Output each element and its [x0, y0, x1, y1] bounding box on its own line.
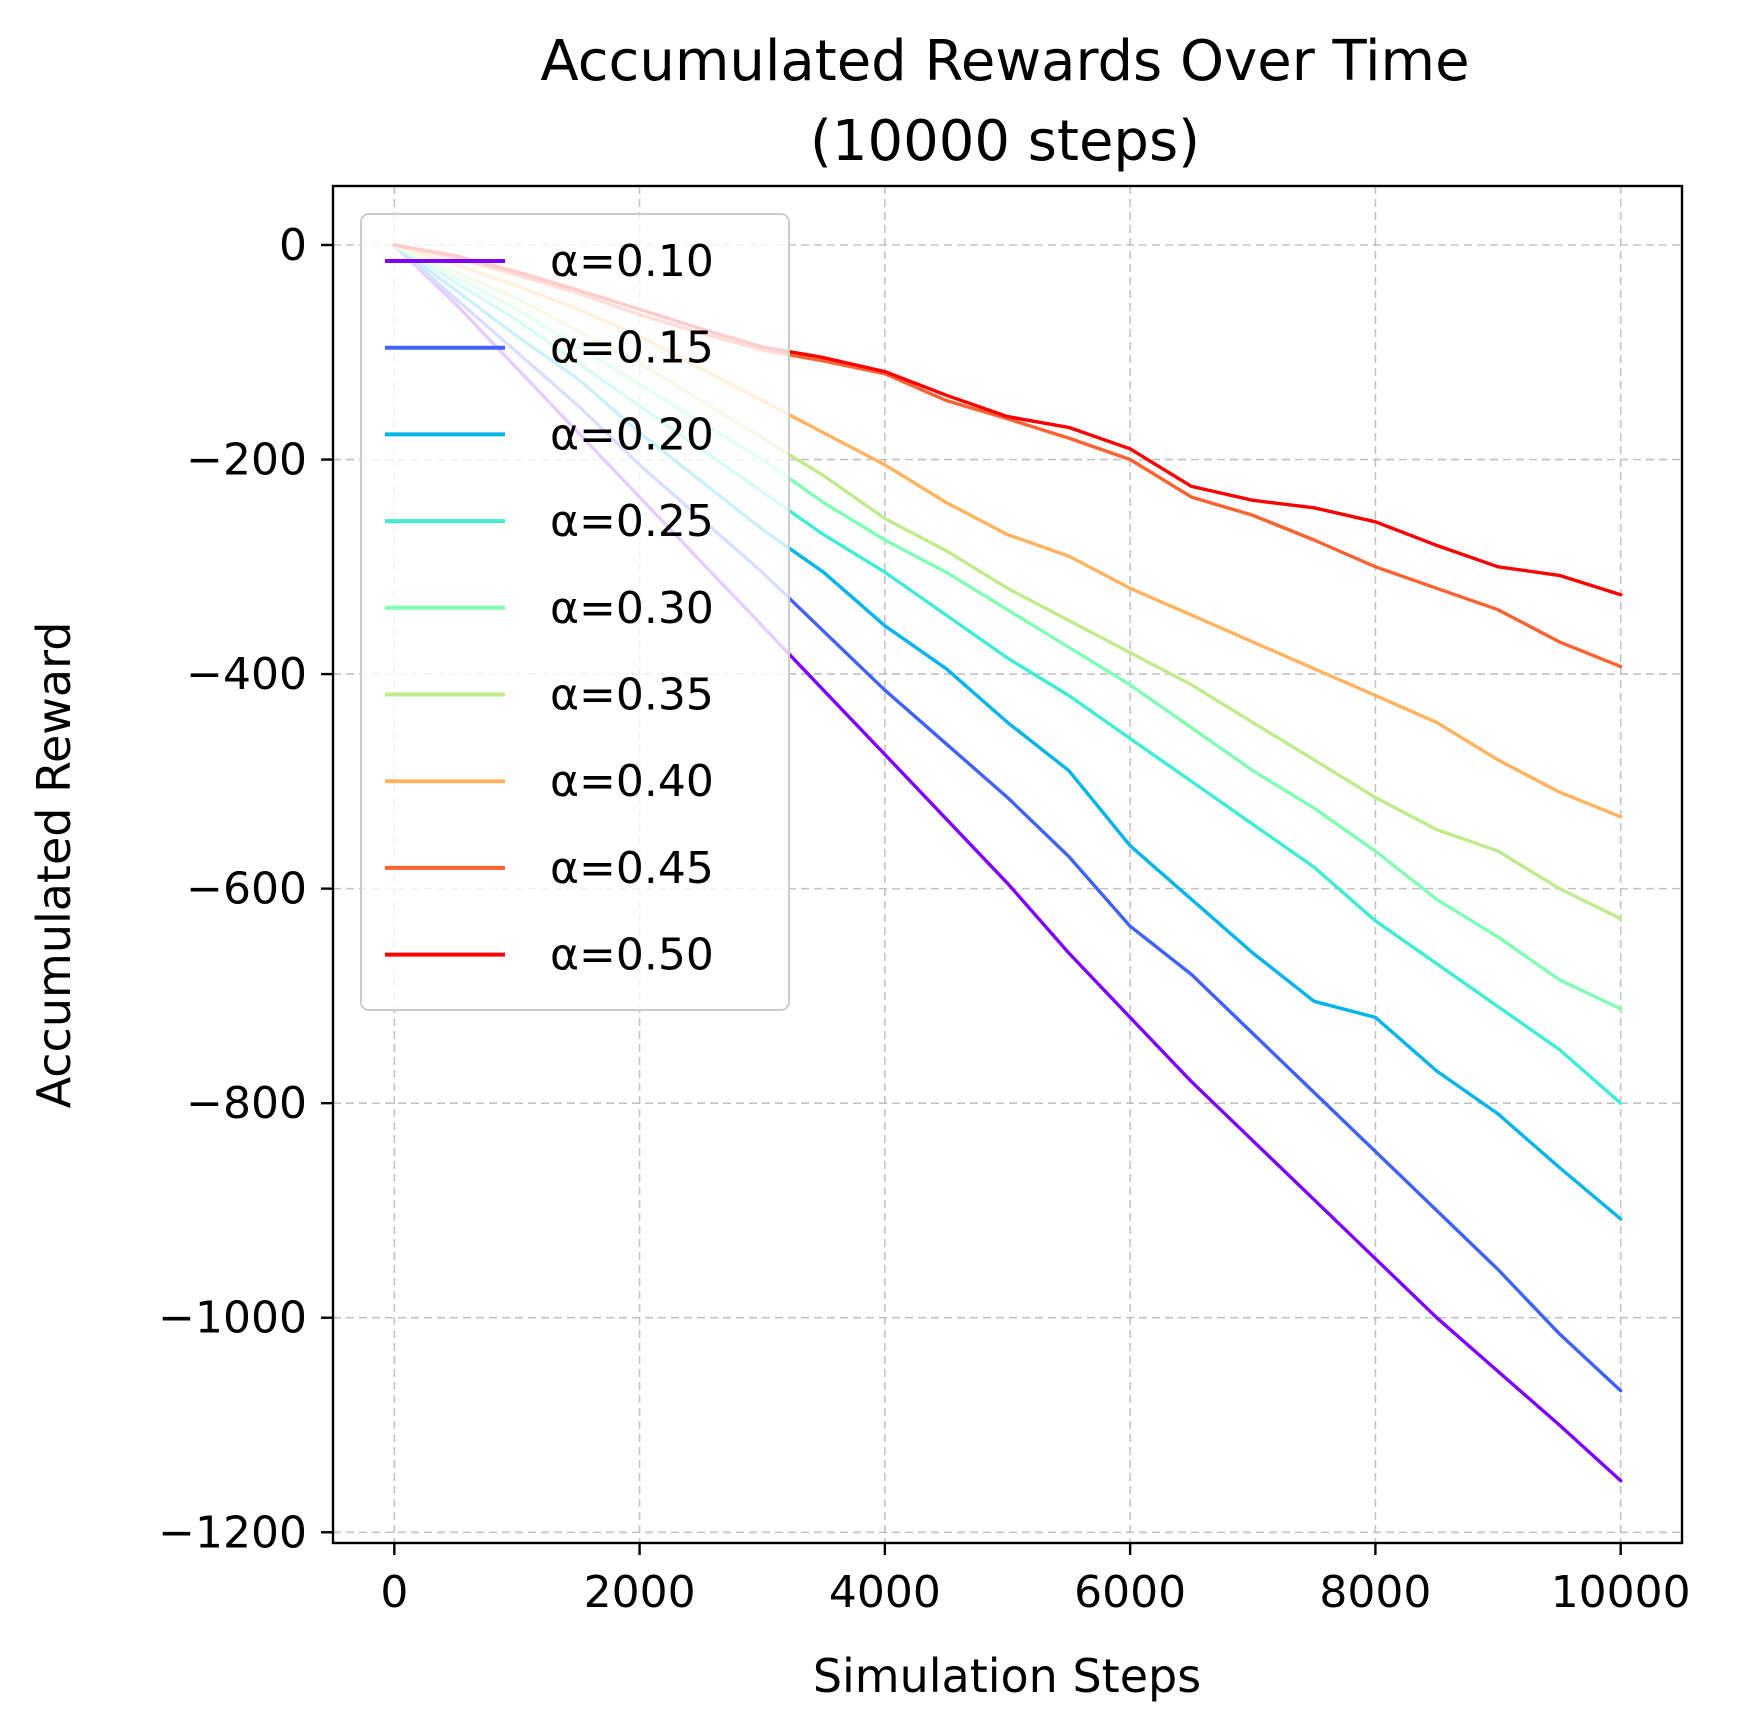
x-tick-label: 2000: [584, 1567, 696, 1618]
y-axis-label: Accumulated Reward: [27, 622, 81, 1109]
legend: α=0.10 α=0.15 α=0.20 α=0.25 α=0.30 α=0.35 α=0.…: [360, 213, 790, 1011]
y-tick-label: −200: [186, 435, 307, 486]
legend-label: α=0.45: [550, 843, 714, 894]
chart-title-line-1: Accumulated Rewards Over Time: [540, 29, 1469, 94]
y-tick-label: −400: [186, 649, 307, 700]
legend-label: α=0.20: [550, 409, 714, 460]
y-tick-label: 0: [279, 220, 307, 271]
x-tick-label: 10000: [1551, 1567, 1691, 1618]
x-axis-ticks: 0 2000 4000 6000 8000 10000: [380, 1543, 1691, 1618]
x-tick-label: 4000: [829, 1567, 941, 1618]
legend-box: [360, 213, 790, 1011]
x-axis-label: Simulation Steps: [813, 1649, 1201, 1703]
legend-label: α=0.30: [550, 583, 714, 634]
legend-label: α=0.10: [550, 236, 714, 287]
plot-frame: [331, 184, 1684, 1545]
legend-label: α=0.40: [550, 756, 714, 807]
x-tick-label: 8000: [1319, 1567, 1431, 1618]
y-tick-label: −600: [186, 864, 307, 915]
legend-label: α=0.35: [550, 670, 714, 721]
chart-title-line-2: (10000 steps): [810, 109, 1200, 174]
y-tick-label: −800: [186, 1078, 307, 1129]
y-tick-label: −1000: [158, 1293, 307, 1344]
x-tick-label: 6000: [1074, 1567, 1186, 1618]
x-tick-label: 0: [380, 1567, 408, 1618]
legend-label: α=0.50: [550, 930, 714, 981]
legend-label: α=0.25: [550, 496, 714, 547]
y-tick-label: −1200: [158, 1507, 307, 1558]
y-axis-ticks: 0 −200 −400 −600 −800 −1000 −1200: [158, 220, 333, 1558]
legend-label: α=0.15: [550, 323, 714, 374]
